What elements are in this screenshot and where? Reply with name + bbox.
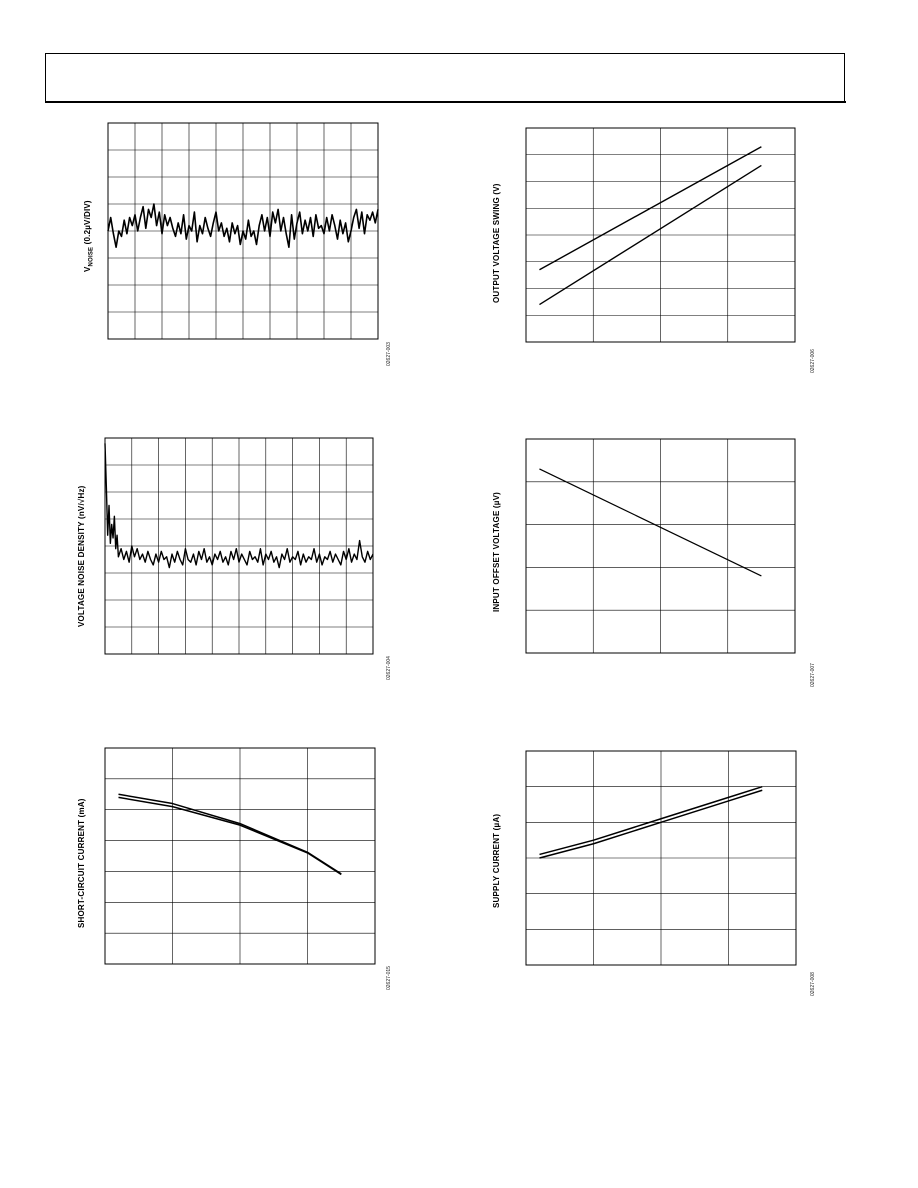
figure-id-c3: 02627-004 [386, 656, 392, 680]
figure-id-c5: 02627-015 [386, 966, 392, 990]
figure-id-c6: 02627-008 [810, 972, 816, 996]
series-line-2 [539, 785, 763, 856]
y-axis-label-vnoise: VNOISE (0.2µV/DIV) [83, 200, 95, 272]
figure-id-c2: 02627-006 [810, 349, 816, 373]
chart-c3 [104, 437, 374, 655]
series-line-2 [539, 164, 762, 306]
page-header-box [45, 53, 845, 103]
chart-c5 [104, 747, 376, 965]
chart-c2 [525, 127, 796, 343]
series-line-1 [539, 146, 762, 271]
header-rule [45, 101, 846, 103]
chart-c4 [525, 438, 796, 654]
y-axis-label-input-offset-voltage: INPUT OFFSET VOLTAGE (µV) [492, 492, 501, 612]
series-line-2 [118, 793, 342, 875]
y-axis-label-supply-current: SUPPLY CURRENT (µA) [492, 813, 501, 908]
chart-c6 [525, 750, 797, 966]
series-line-1 [539, 468, 762, 577]
y-axis-label-short-circuit-current: SHORT-CIRCUIT CURRENT (mA) [77, 798, 86, 928]
chart-c1 [107, 122, 379, 340]
series-line-1 [118, 796, 342, 876]
series-line-1 [104, 443, 374, 569]
y-axis-label-voltage-noise-density: VOLTAGE NOISE DENSITY (nV/√Hz) [77, 485, 86, 627]
figure-id-c1: 02627-003 [386, 342, 392, 366]
series-line-1 [107, 203, 379, 248]
series-line-1 [539, 789, 763, 859]
figure-id-c4: 02627-007 [810, 663, 816, 687]
y-axis-label-output-voltage-swing: OUTPUT VOLTAGE SWING (V) [492, 183, 501, 303]
